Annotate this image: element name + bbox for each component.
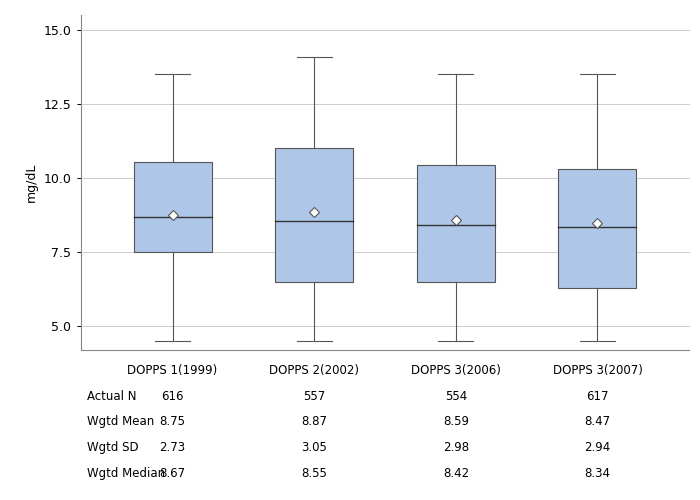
Text: 8.87: 8.87 bbox=[301, 416, 327, 428]
Text: Wgtd Mean: Wgtd Mean bbox=[87, 416, 154, 428]
Bar bbox=[559, 169, 636, 288]
Text: Wgtd Median: Wgtd Median bbox=[87, 466, 164, 479]
Text: 8.55: 8.55 bbox=[301, 466, 327, 479]
Text: 3.05: 3.05 bbox=[301, 441, 327, 454]
Text: 8.42: 8.42 bbox=[443, 466, 469, 479]
Text: 2.98: 2.98 bbox=[443, 441, 469, 454]
Text: Wgtd SD: Wgtd SD bbox=[87, 441, 138, 454]
Text: 554: 554 bbox=[444, 390, 467, 402]
Text: 2.73: 2.73 bbox=[160, 441, 186, 454]
Bar bbox=[417, 164, 495, 282]
Text: 8.47: 8.47 bbox=[584, 416, 610, 428]
Bar bbox=[275, 148, 353, 282]
Text: Actual N: Actual N bbox=[87, 390, 136, 402]
Y-axis label: mg/dL: mg/dL bbox=[25, 163, 38, 202]
Text: DOPPS 1(1999): DOPPS 1(1999) bbox=[127, 364, 218, 377]
Text: 557: 557 bbox=[303, 390, 326, 402]
Text: 8.59: 8.59 bbox=[443, 416, 469, 428]
Text: 617: 617 bbox=[586, 390, 609, 402]
Text: 8.34: 8.34 bbox=[584, 466, 610, 479]
Text: DOPPS 3(2006): DOPPS 3(2006) bbox=[411, 364, 500, 377]
Bar bbox=[134, 162, 211, 252]
Text: DOPPS 3(2007): DOPPS 3(2007) bbox=[552, 364, 643, 377]
Text: 2.94: 2.94 bbox=[584, 441, 610, 454]
Text: 616: 616 bbox=[161, 390, 184, 402]
Text: 8.67: 8.67 bbox=[160, 466, 186, 479]
Text: 8.75: 8.75 bbox=[160, 416, 186, 428]
Text: DOPPS 2(2002): DOPPS 2(2002) bbox=[270, 364, 359, 377]
